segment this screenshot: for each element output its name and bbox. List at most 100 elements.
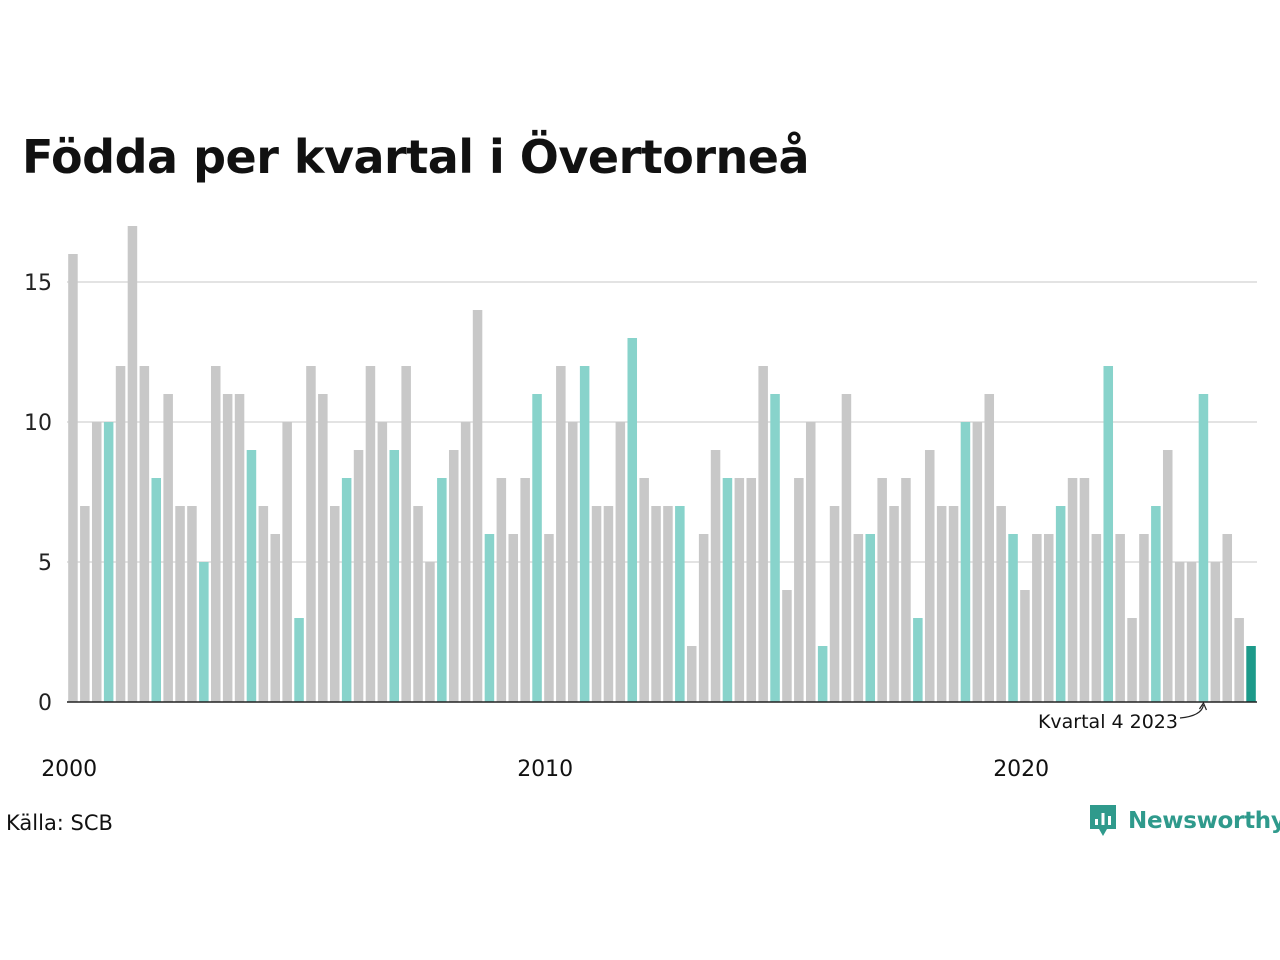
bar (472, 310, 483, 702)
bar (805, 422, 816, 702)
bar (437, 478, 447, 702)
bar (627, 338, 638, 702)
bar (865, 534, 876, 702)
x-axis-labels: 2000 2010 2020 (41, 757, 1049, 782)
bar (401, 366, 411, 702)
bar (222, 394, 233, 702)
bar (484, 534, 495, 702)
y-tick-label: 5 (38, 551, 52, 576)
bar (782, 590, 792, 702)
bar (924, 450, 935, 702)
bar (1246, 646, 1256, 702)
brand-name: Newsworthy (1128, 808, 1280, 834)
bar-chart: 0 5 10 15 2000 2010 2020 Kvartal 4 2023 (24, 226, 1257, 782)
bar (389, 450, 400, 702)
bar (698, 534, 709, 702)
bar (1079, 478, 1090, 702)
x-tick-label: 2020 (993, 757, 1049, 782)
bar (1103, 366, 1114, 702)
bar (1020, 590, 1030, 702)
bar (1210, 562, 1221, 702)
bar (686, 646, 697, 702)
bar (353, 450, 364, 702)
bar (817, 646, 828, 702)
newsworthy-logo-icon (1090, 805, 1116, 836)
bar (960, 422, 971, 702)
bar (889, 506, 899, 702)
bar (1008, 534, 1018, 702)
bar (996, 506, 1006, 702)
bar (972, 422, 983, 702)
bar (615, 422, 626, 702)
bar (306, 366, 316, 702)
bar (603, 506, 614, 702)
bar (127, 226, 138, 702)
bar (448, 450, 459, 702)
bar (829, 506, 840, 702)
bar (734, 478, 745, 702)
y-tick-label: 15 (24, 271, 52, 296)
bar (794, 478, 804, 702)
bar (770, 394, 780, 702)
bar (1198, 394, 1209, 702)
bar (258, 506, 269, 702)
bar (210, 366, 221, 702)
bar (163, 394, 173, 702)
bar (1043, 534, 1054, 702)
bar (1234, 618, 1244, 702)
bar (1151, 506, 1161, 702)
bar (936, 506, 947, 702)
y-tick-label: 10 (24, 411, 52, 436)
x-tick-label: 2010 (517, 757, 573, 782)
bar (1174, 562, 1185, 702)
bar (556, 366, 566, 702)
bar (877, 478, 887, 702)
y-axis-labels: 0 5 10 15 (24, 271, 52, 716)
bar (282, 422, 292, 702)
bar (341, 478, 352, 702)
bar (508, 534, 519, 702)
annotation: Kvartal 4 2023 (1038, 701, 1208, 733)
bar (984, 394, 995, 702)
bar (913, 618, 923, 702)
bar (139, 366, 150, 702)
bar (639, 478, 649, 702)
bar (948, 506, 959, 702)
bar (1139, 534, 1149, 702)
bar (1186, 562, 1197, 702)
annotation-arrow (1179, 704, 1205, 719)
bar (651, 506, 661, 702)
annotation-label: Kvartal 4 2023 (1038, 711, 1178, 733)
bar (663, 506, 673, 702)
bar (329, 506, 340, 702)
annotation-arrowhead (1198, 701, 1208, 711)
bar (841, 394, 852, 702)
bar (246, 450, 257, 702)
bar (758, 366, 768, 702)
bar (1091, 534, 1102, 702)
bar (1055, 506, 1066, 702)
bar (567, 422, 578, 702)
bar (187, 506, 197, 702)
chart-title: Födda per kvartal i Övertorneå (22, 130, 810, 184)
bar (175, 506, 185, 702)
bar (91, 422, 102, 702)
bar (532, 394, 542, 702)
bars (67, 226, 1257, 703)
bar (460, 422, 471, 702)
brand[interactable]: Newsworthy (1088, 803, 1280, 839)
bar (365, 366, 376, 702)
bar (591, 506, 602, 702)
x-tick-label: 2000 (41, 757, 97, 782)
bar (1032, 534, 1042, 702)
bar (1115, 534, 1125, 702)
gridlines (67, 281, 1257, 563)
bar (318, 394, 328, 702)
bar (1222, 534, 1233, 702)
bar (722, 478, 733, 702)
source-text: Källa: SCB (6, 811, 113, 835)
bar (199, 562, 209, 702)
bar (80, 506, 90, 702)
bar (1067, 478, 1078, 702)
bar (544, 534, 554, 702)
